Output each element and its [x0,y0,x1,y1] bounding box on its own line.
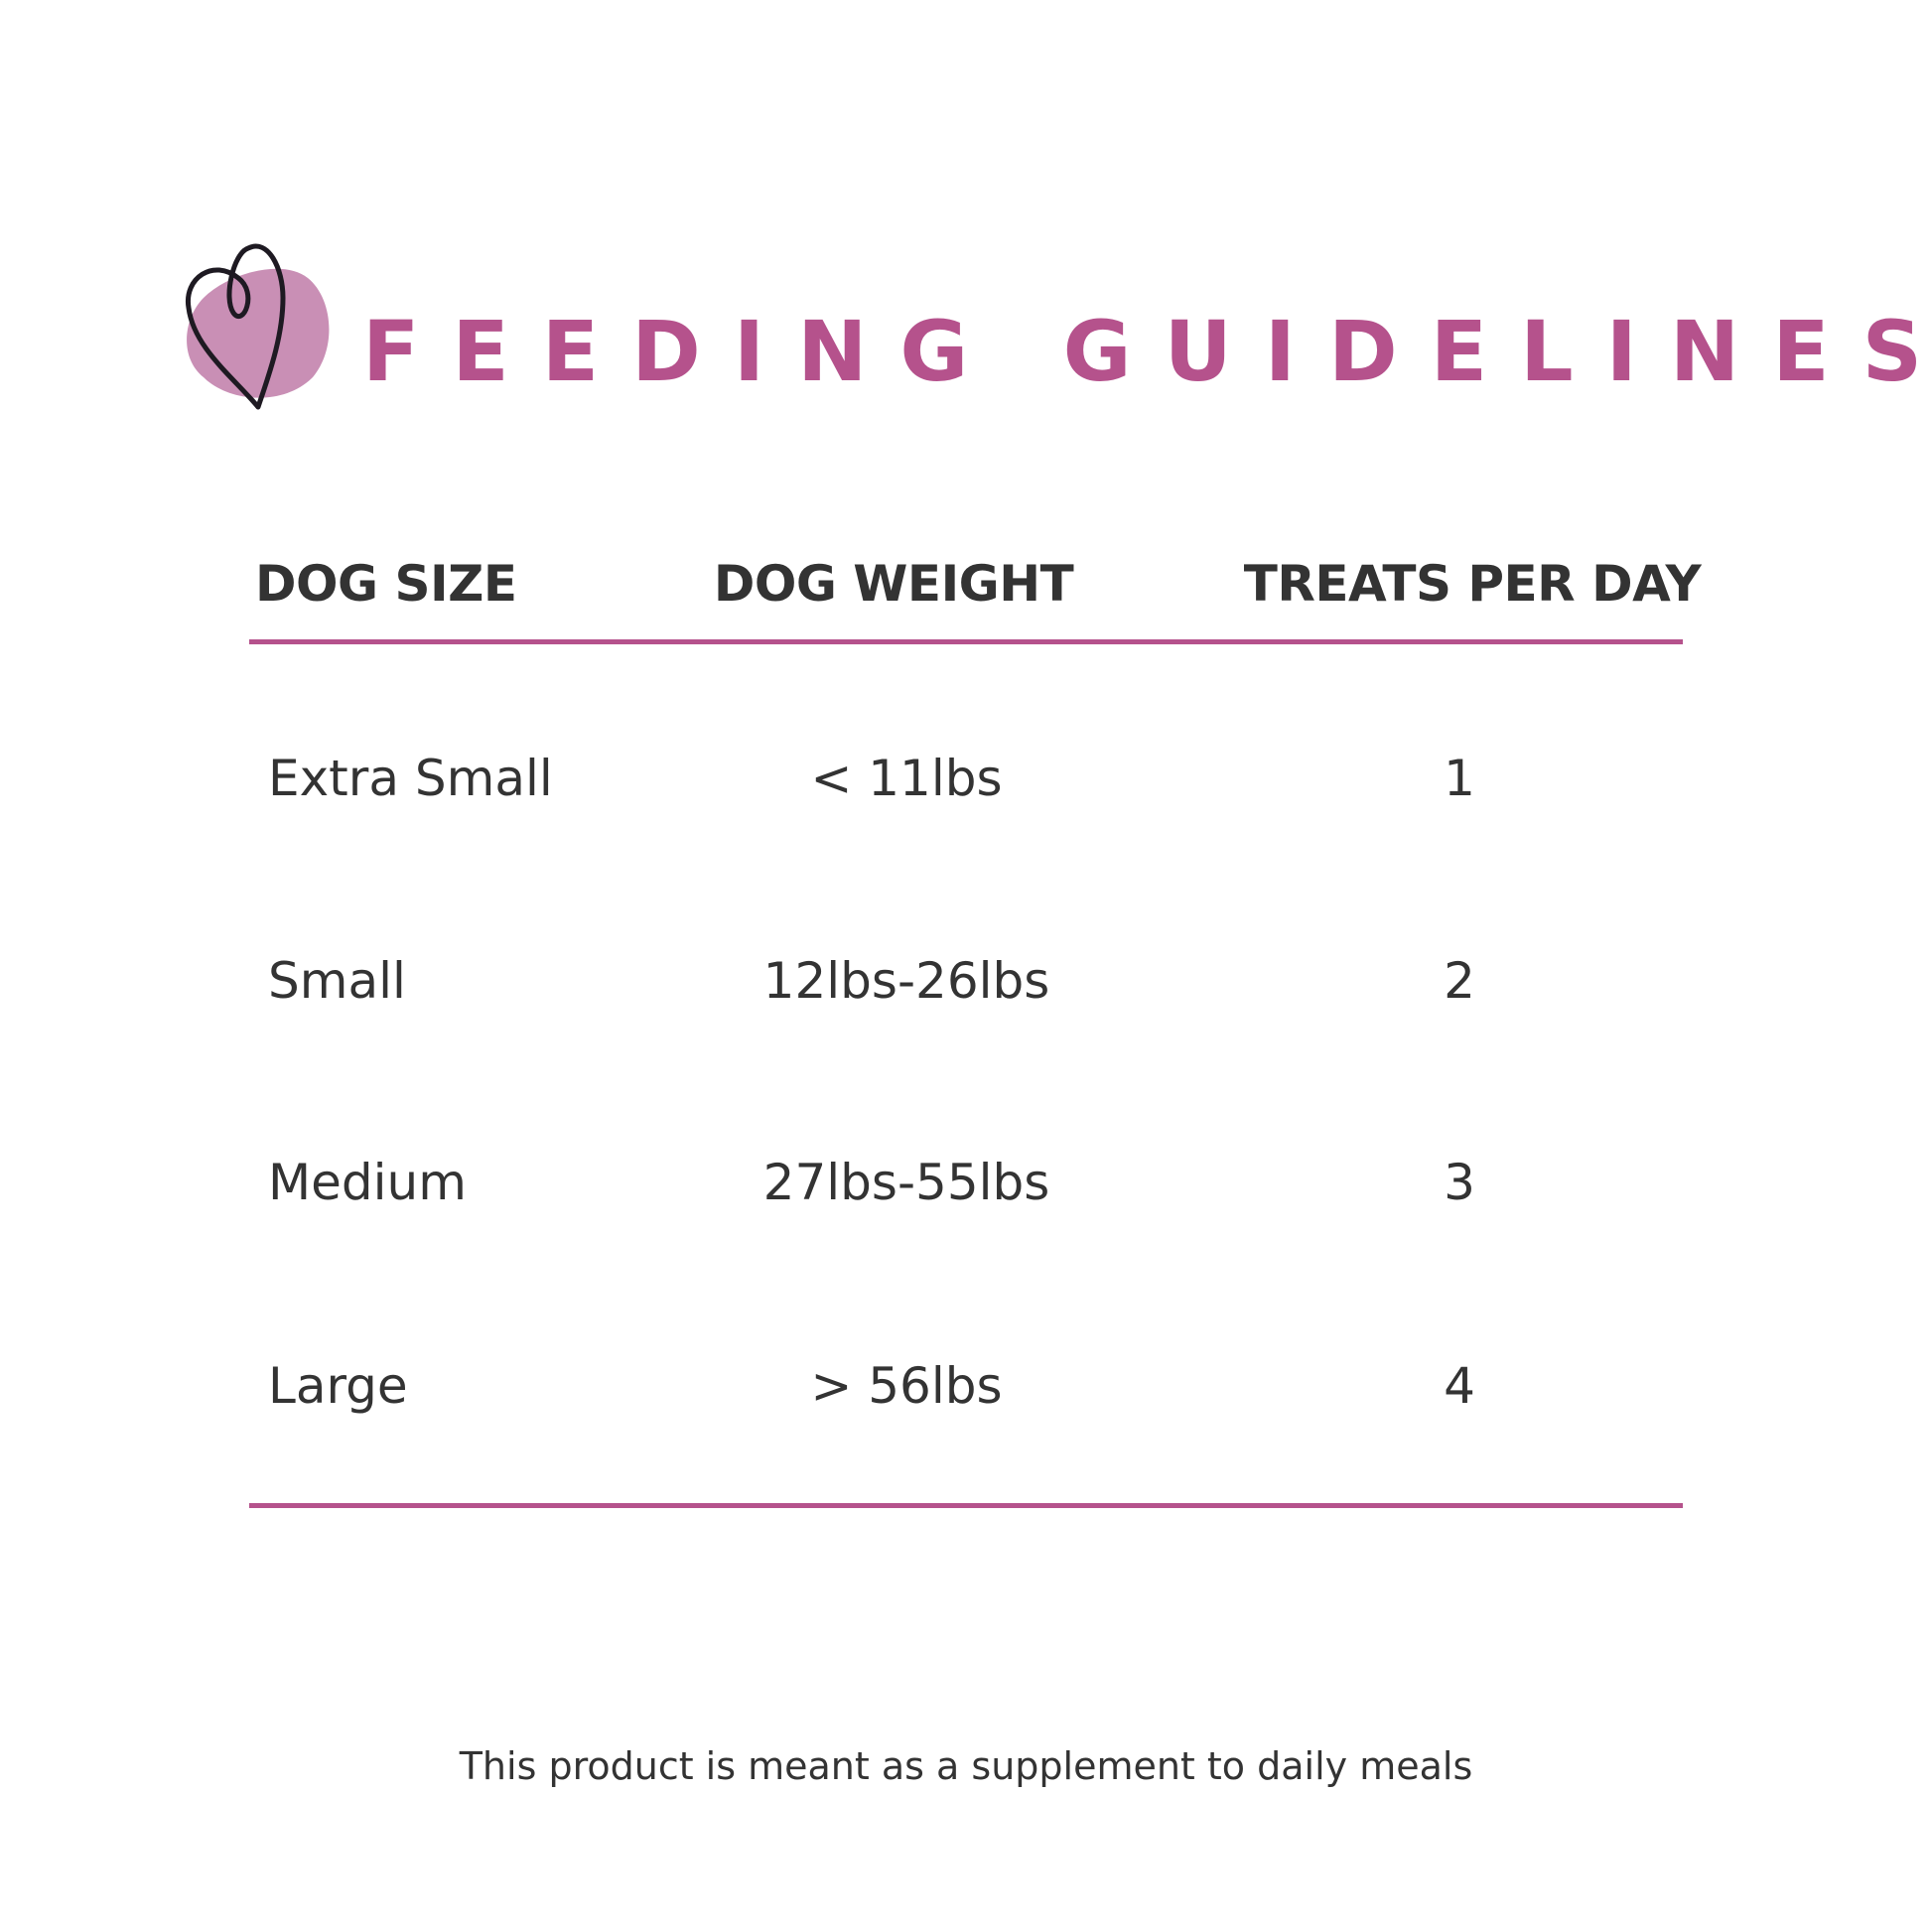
header-dog-weight: DOG WEIGHT [713,555,1074,613]
row-weight: > 56lbs [810,1357,1003,1415]
heart-logo-icon [186,243,330,410]
header-divider [249,639,1683,644]
page-title: FEEDING GUIDELINES [362,303,1932,400]
row-size: Large [268,1357,408,1415]
header-treats-per-day: TREATS PER DAY [1243,555,1702,613]
row-treats: 1 [1444,750,1475,807]
row-weight: 27lbs-55lbs [762,1154,1050,1211]
row-size: Medium [268,1154,467,1211]
bottom-divider [249,1503,1683,1508]
header-dog-size: DOG SIZE [255,555,517,613]
row-size: Small [268,952,406,1010]
row-weight: < 11lbs [810,750,1003,807]
footer-note: This product is meant as a supplement to… [459,1744,1473,1788]
row-treats: 3 [1444,1154,1475,1211]
row-size: Extra Small [268,750,553,807]
row-weight: 12lbs-26lbs [762,952,1050,1010]
row-treats: 2 [1444,952,1475,1010]
row-treats: 4 [1444,1357,1475,1415]
